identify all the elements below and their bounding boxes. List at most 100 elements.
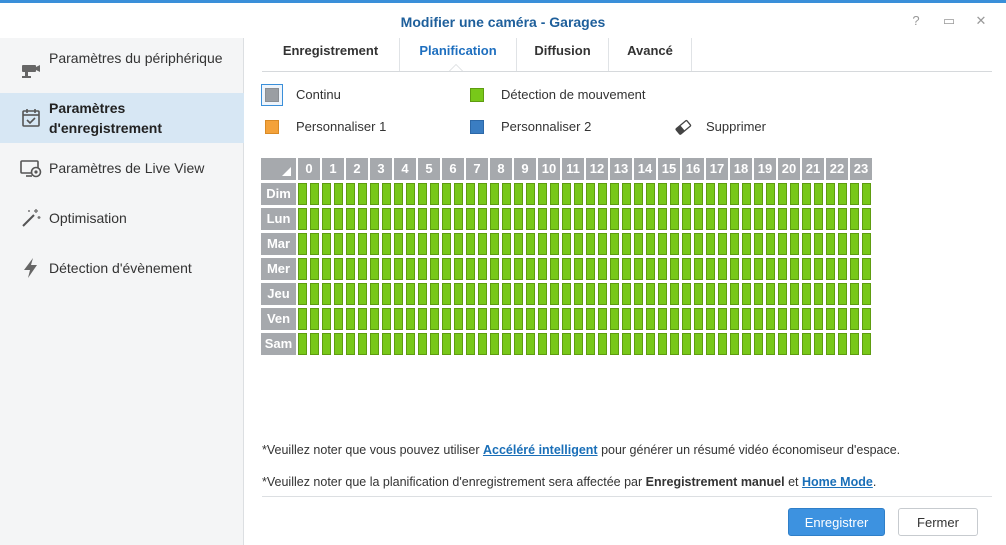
schedule-cell[interactable] (826, 183, 835, 205)
schedule-cell[interactable] (310, 233, 319, 255)
schedule-cell[interactable] (838, 258, 847, 280)
schedule-cell[interactable] (442, 258, 451, 280)
hour-header[interactable]: 7 (466, 158, 488, 180)
schedule-cell[interactable] (802, 308, 811, 330)
schedule-cell[interactable] (622, 308, 631, 330)
schedule-cell[interactable] (562, 233, 571, 255)
schedule-cell[interactable] (394, 333, 403, 355)
schedule-cell[interactable] (538, 308, 547, 330)
schedule-cell[interactable] (382, 308, 391, 330)
schedule-cell[interactable] (310, 308, 319, 330)
schedule-cell[interactable] (466, 283, 475, 305)
schedule-cell[interactable] (418, 333, 427, 355)
schedule-cell[interactable] (334, 283, 343, 305)
schedule-cell[interactable] (322, 283, 331, 305)
schedule-cell[interactable] (622, 183, 631, 205)
schedule-cell[interactable] (586, 208, 595, 230)
schedule-cell[interactable] (718, 183, 727, 205)
hour-header[interactable]: 13 (610, 158, 632, 180)
hour-header[interactable]: 9 (514, 158, 536, 180)
schedule-cell[interactable] (574, 233, 583, 255)
schedule-cell[interactable] (766, 258, 775, 280)
schedule-cell[interactable] (478, 183, 487, 205)
schedule-cell[interactable] (838, 183, 847, 205)
schedule-cell[interactable] (586, 333, 595, 355)
tab-advanced[interactable]: Avancé (609, 38, 692, 71)
legend-custom-2[interactable]: Personnaliser 2 (467, 117, 607, 137)
schedule-cell[interactable] (526, 283, 535, 305)
schedule-cell[interactable] (562, 283, 571, 305)
schedule-cell[interactable] (718, 258, 727, 280)
schedule-cell[interactable] (598, 308, 607, 330)
schedule-cell[interactable] (538, 283, 547, 305)
schedule-cell[interactable] (862, 308, 871, 330)
schedule-cell[interactable] (706, 258, 715, 280)
schedule-cell[interactable] (766, 283, 775, 305)
schedule-cell[interactable] (814, 258, 823, 280)
schedule-cell[interactable] (334, 233, 343, 255)
schedule-cell[interactable] (838, 308, 847, 330)
schedule-cell[interactable] (310, 208, 319, 230)
hour-header[interactable]: 5 (418, 158, 440, 180)
schedule-cell[interactable] (430, 233, 439, 255)
schedule-cell[interactable] (322, 308, 331, 330)
schedule-cell[interactable] (514, 208, 523, 230)
schedule-cell[interactable] (742, 283, 751, 305)
hour-header[interactable]: 1 (322, 158, 344, 180)
schedule-cell[interactable] (766, 233, 775, 255)
schedule-cell[interactable] (358, 283, 367, 305)
schedule-cell[interactable] (802, 183, 811, 205)
schedule-cell[interactable] (598, 183, 607, 205)
schedule-cell[interactable] (826, 283, 835, 305)
hour-header[interactable]: 14 (634, 158, 656, 180)
schedule-cell[interactable] (478, 233, 487, 255)
schedule-cell[interactable] (622, 208, 631, 230)
schedule-cell[interactable] (574, 283, 583, 305)
schedule-cell[interactable] (802, 283, 811, 305)
schedule-cell[interactable] (658, 258, 667, 280)
hour-header[interactable]: 2 (346, 158, 368, 180)
schedule-cell[interactable] (358, 308, 367, 330)
schedule-cell[interactable] (526, 208, 535, 230)
hour-header[interactable]: 0 (298, 158, 320, 180)
schedule-cell[interactable] (622, 283, 631, 305)
schedule-cell[interactable] (502, 333, 511, 355)
hour-header[interactable]: 3 (370, 158, 392, 180)
schedule-cell[interactable] (478, 208, 487, 230)
schedule-cell[interactable] (454, 208, 463, 230)
schedule-cell[interactable] (382, 233, 391, 255)
schedule-cell[interactable] (778, 208, 787, 230)
schedule-cell[interactable] (538, 183, 547, 205)
schedule-cell[interactable] (670, 208, 679, 230)
day-header[interactable]: Mer (261, 258, 296, 280)
schedule-cell[interactable] (526, 308, 535, 330)
schedule-cell[interactable] (322, 183, 331, 205)
schedule-cell[interactable] (538, 333, 547, 355)
legend-delete[interactable]: Supprimer (672, 117, 782, 137)
schedule-cell[interactable] (850, 283, 859, 305)
schedule-cell[interactable] (574, 333, 583, 355)
schedule-cell[interactable] (310, 333, 319, 355)
schedule-cell[interactable] (802, 233, 811, 255)
hour-header[interactable]: 4 (394, 158, 416, 180)
maximize-icon[interactable]: ▭ (942, 13, 956, 28)
schedule-cell[interactable] (742, 258, 751, 280)
schedule-cell[interactable] (634, 308, 643, 330)
schedule-cell[interactable] (826, 333, 835, 355)
schedule-cell[interactable] (646, 283, 655, 305)
schedule-cell[interactable] (346, 308, 355, 330)
schedule-cell[interactable] (682, 333, 691, 355)
schedule-cell[interactable] (562, 208, 571, 230)
sidebar-item-device[interactable]: Paramètres du périphérique (0, 43, 244, 93)
schedule-cell[interactable] (682, 208, 691, 230)
schedule-cell[interactable] (658, 183, 667, 205)
home-mode-link[interactable]: Home Mode (801, 475, 873, 489)
schedule-cell[interactable] (622, 333, 631, 355)
schedule-cell[interactable] (298, 183, 307, 205)
schedule-cell[interactable] (430, 308, 439, 330)
schedule-cell[interactable] (838, 233, 847, 255)
schedule-cell[interactable] (598, 233, 607, 255)
schedule-cell[interactable] (466, 183, 475, 205)
day-header[interactable]: Dim (261, 183, 296, 205)
schedule-cell[interactable] (490, 208, 499, 230)
